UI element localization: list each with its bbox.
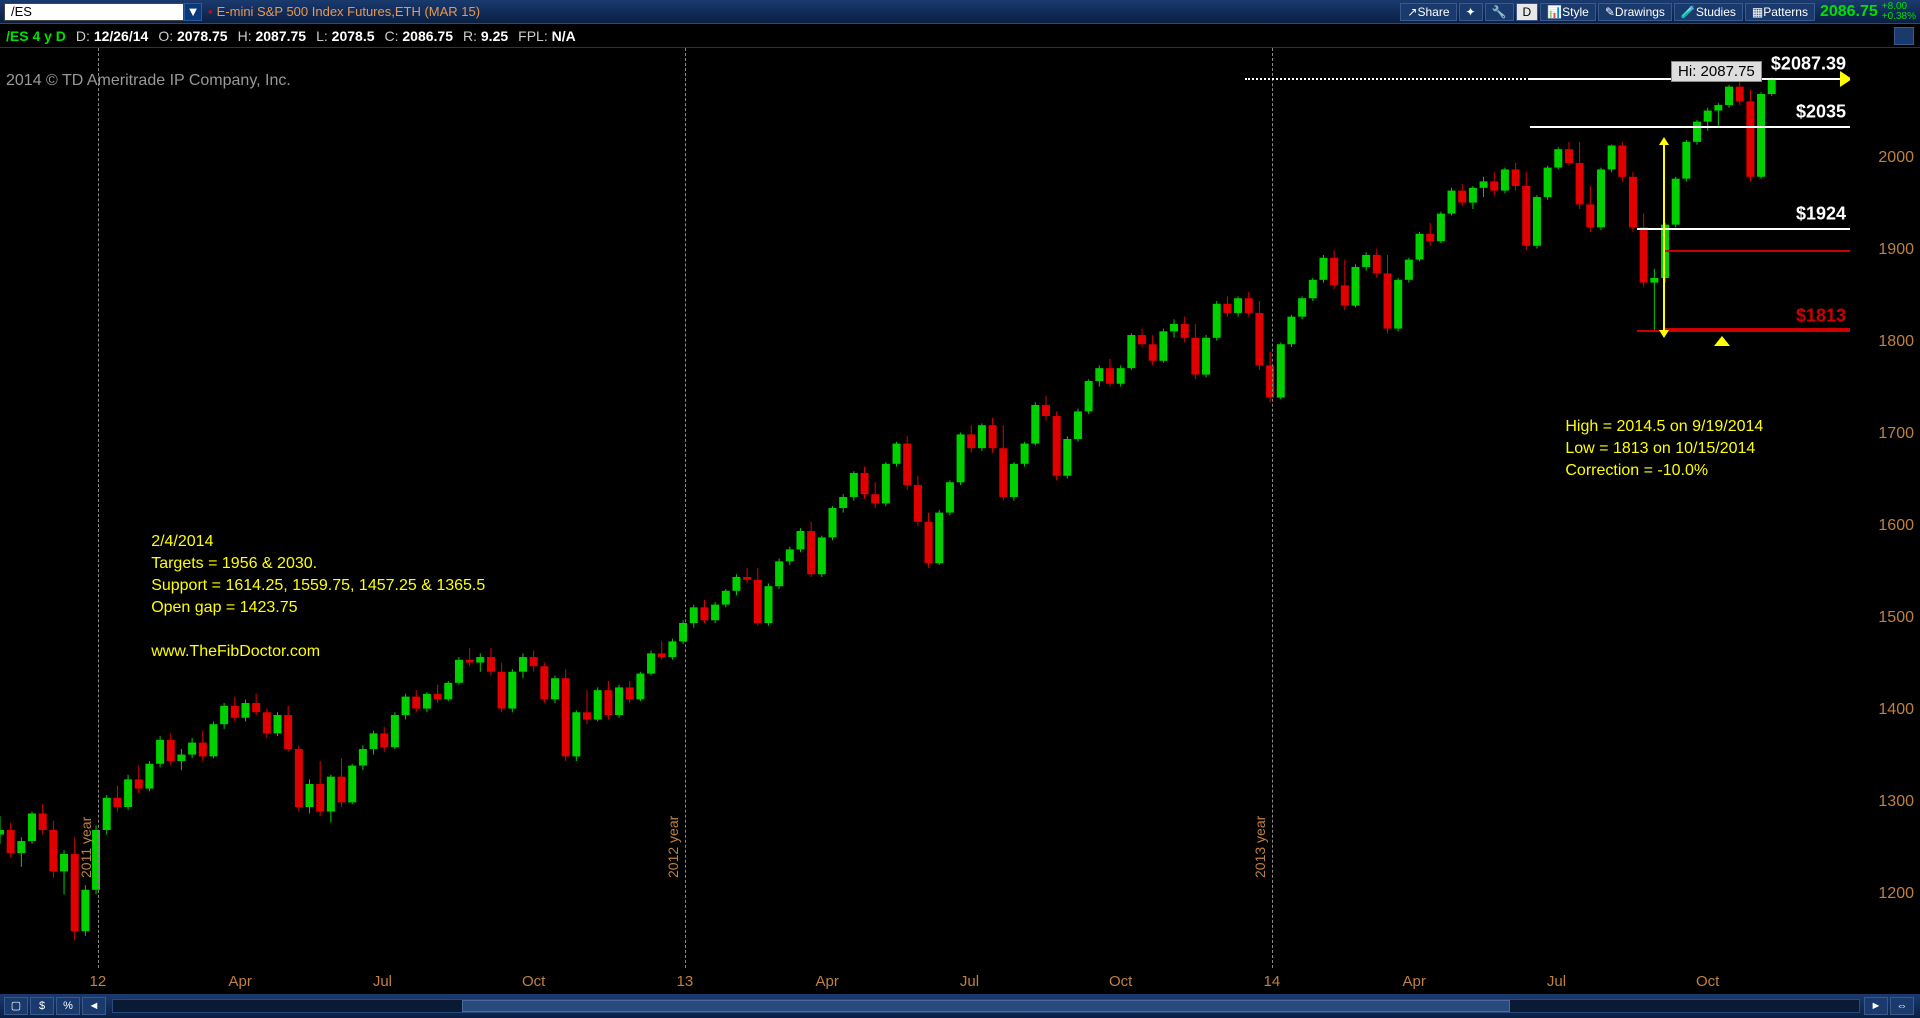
y-tick: 1400 bbox=[1878, 701, 1914, 719]
time-scrollbar[interactable] bbox=[112, 999, 1860, 1013]
correction-annotation: High = 2014.5 on 9/19/2014Low = 1813 on … bbox=[1565, 416, 1763, 482]
x-tick: Apr bbox=[1403, 973, 1426, 990]
y-tick: 1600 bbox=[1878, 517, 1914, 535]
year-gridline bbox=[685, 48, 686, 968]
year-label: 2012 year bbox=[665, 816, 681, 878]
x-tick: Oct bbox=[1109, 973, 1132, 990]
box-icon-button[interactable]: ▢ bbox=[4, 997, 28, 1015]
y-tick: 1700 bbox=[1878, 425, 1914, 443]
x-tick: Apr bbox=[815, 973, 838, 990]
ohlc-infobar: /ES 4 y D D: 12/26/14 O: 2078.75 H: 2087… bbox=[0, 24, 1920, 48]
x-tick: Jul bbox=[1547, 973, 1566, 990]
x-axis: 12 Apr Jul Oct 13 Apr Jul Oct 14 Apr Jul Oct bbox=[0, 968, 1850, 994]
bottom-toolbar: ▢ $ % ◄ ► ⇔ bbox=[0, 994, 1920, 1018]
price-level-label: $2087.39 bbox=[1771, 54, 1846, 75]
x-tick: Oct bbox=[522, 973, 545, 990]
scroll-right-button[interactable]: ► bbox=[1864, 997, 1888, 1015]
tool-wand-button[interactable]: ✦ bbox=[1459, 3, 1483, 21]
year-label: 2011 year bbox=[78, 817, 94, 878]
price-level-line bbox=[1530, 126, 1850, 128]
price-level-label: $1813 bbox=[1796, 306, 1846, 327]
x-tick: Jul bbox=[960, 973, 979, 990]
patterns-button[interactable]: ▦ Patterns bbox=[1745, 3, 1815, 21]
scrollbar-thumb[interactable] bbox=[462, 1000, 1510, 1012]
drawings-button[interactable]: ✎ Drawings bbox=[1598, 3, 1672, 21]
x-tick: Jul bbox=[373, 973, 392, 990]
info-symbol: /ES 4 y D bbox=[6, 28, 66, 44]
x-tick: Apr bbox=[228, 973, 251, 990]
forecast-annotation: 2/4/2014Targets = 1956 & 2030.Support = … bbox=[151, 531, 485, 663]
share-button[interactable]: ↗ Share bbox=[1400, 3, 1456, 21]
chart-plot-area[interactable]: 2014 © TD Ameritrade IP Company, Inc. 20… bbox=[0, 48, 1850, 968]
price-level-line bbox=[1637, 228, 1850, 230]
correction-arrow bbox=[1663, 145, 1665, 330]
price-level-label: $2035 bbox=[1796, 102, 1846, 123]
instrument-title: E-mini S&P 500 Index Futures,ETH (MAR 15… bbox=[217, 4, 480, 19]
year-gridline bbox=[98, 48, 99, 968]
symbol-input[interactable] bbox=[4, 3, 184, 21]
x-tick: 12 bbox=[89, 973, 106, 990]
y-tick: 1800 bbox=[1878, 333, 1914, 351]
scroll-left-button[interactable]: ◄ bbox=[82, 997, 106, 1015]
y-tick: 1200 bbox=[1878, 885, 1914, 903]
price-arrow-icon bbox=[1840, 71, 1850, 87]
symbol-dropdown[interactable]: ▼ bbox=[184, 3, 202, 21]
expand-button[interactable] bbox=[1894, 27, 1914, 45]
year-gridline bbox=[1272, 48, 1273, 968]
x-tick: 13 bbox=[677, 973, 694, 990]
candlestick-series bbox=[0, 48, 1850, 968]
collapse-icon-button[interactable]: ⇔ bbox=[1890, 997, 1914, 1015]
timeframe-day-button[interactable]: D bbox=[1516, 3, 1539, 21]
x-tick: 14 bbox=[1264, 973, 1281, 990]
y-tick: 1300 bbox=[1878, 793, 1914, 811]
high-tag: Hi: 2087.75 bbox=[1671, 61, 1762, 82]
studies-button[interactable]: 🧪 Studies bbox=[1674, 3, 1743, 21]
y-tick: 2000 bbox=[1878, 149, 1914, 167]
price-change: +8.00+0.38% bbox=[1882, 2, 1916, 22]
top-toolbar: ▼ ▪ E-mini S&P 500 Index Futures,ETH (MA… bbox=[0, 0, 1920, 24]
triangle-pointer-icon bbox=[1714, 336, 1730, 346]
percent-mode-button[interactable]: % bbox=[56, 997, 80, 1015]
year-label: 2013 year bbox=[1252, 816, 1268, 878]
y-axis: 1200 1300 1400 1500 1600 1700 1800 1900 2000 bbox=[1850, 48, 1920, 968]
tool-wrench-button[interactable]: 🔧 bbox=[1485, 3, 1514, 21]
x-tick: Oct bbox=[1696, 973, 1719, 990]
chart-container: 2014 © TD Ameritrade IP Company, Inc. 20… bbox=[0, 48, 1920, 994]
y-tick: 1500 bbox=[1878, 609, 1914, 627]
style-button[interactable]: 📊 Style bbox=[1540, 3, 1596, 21]
live-price: 2086.75 bbox=[1820, 3, 1878, 21]
y-tick: 1900 bbox=[1878, 241, 1914, 259]
flag-icon: ▪ bbox=[208, 4, 213, 19]
price-level-label: $1924 bbox=[1796, 204, 1846, 225]
dollar-mode-button[interactable]: $ bbox=[30, 997, 54, 1015]
